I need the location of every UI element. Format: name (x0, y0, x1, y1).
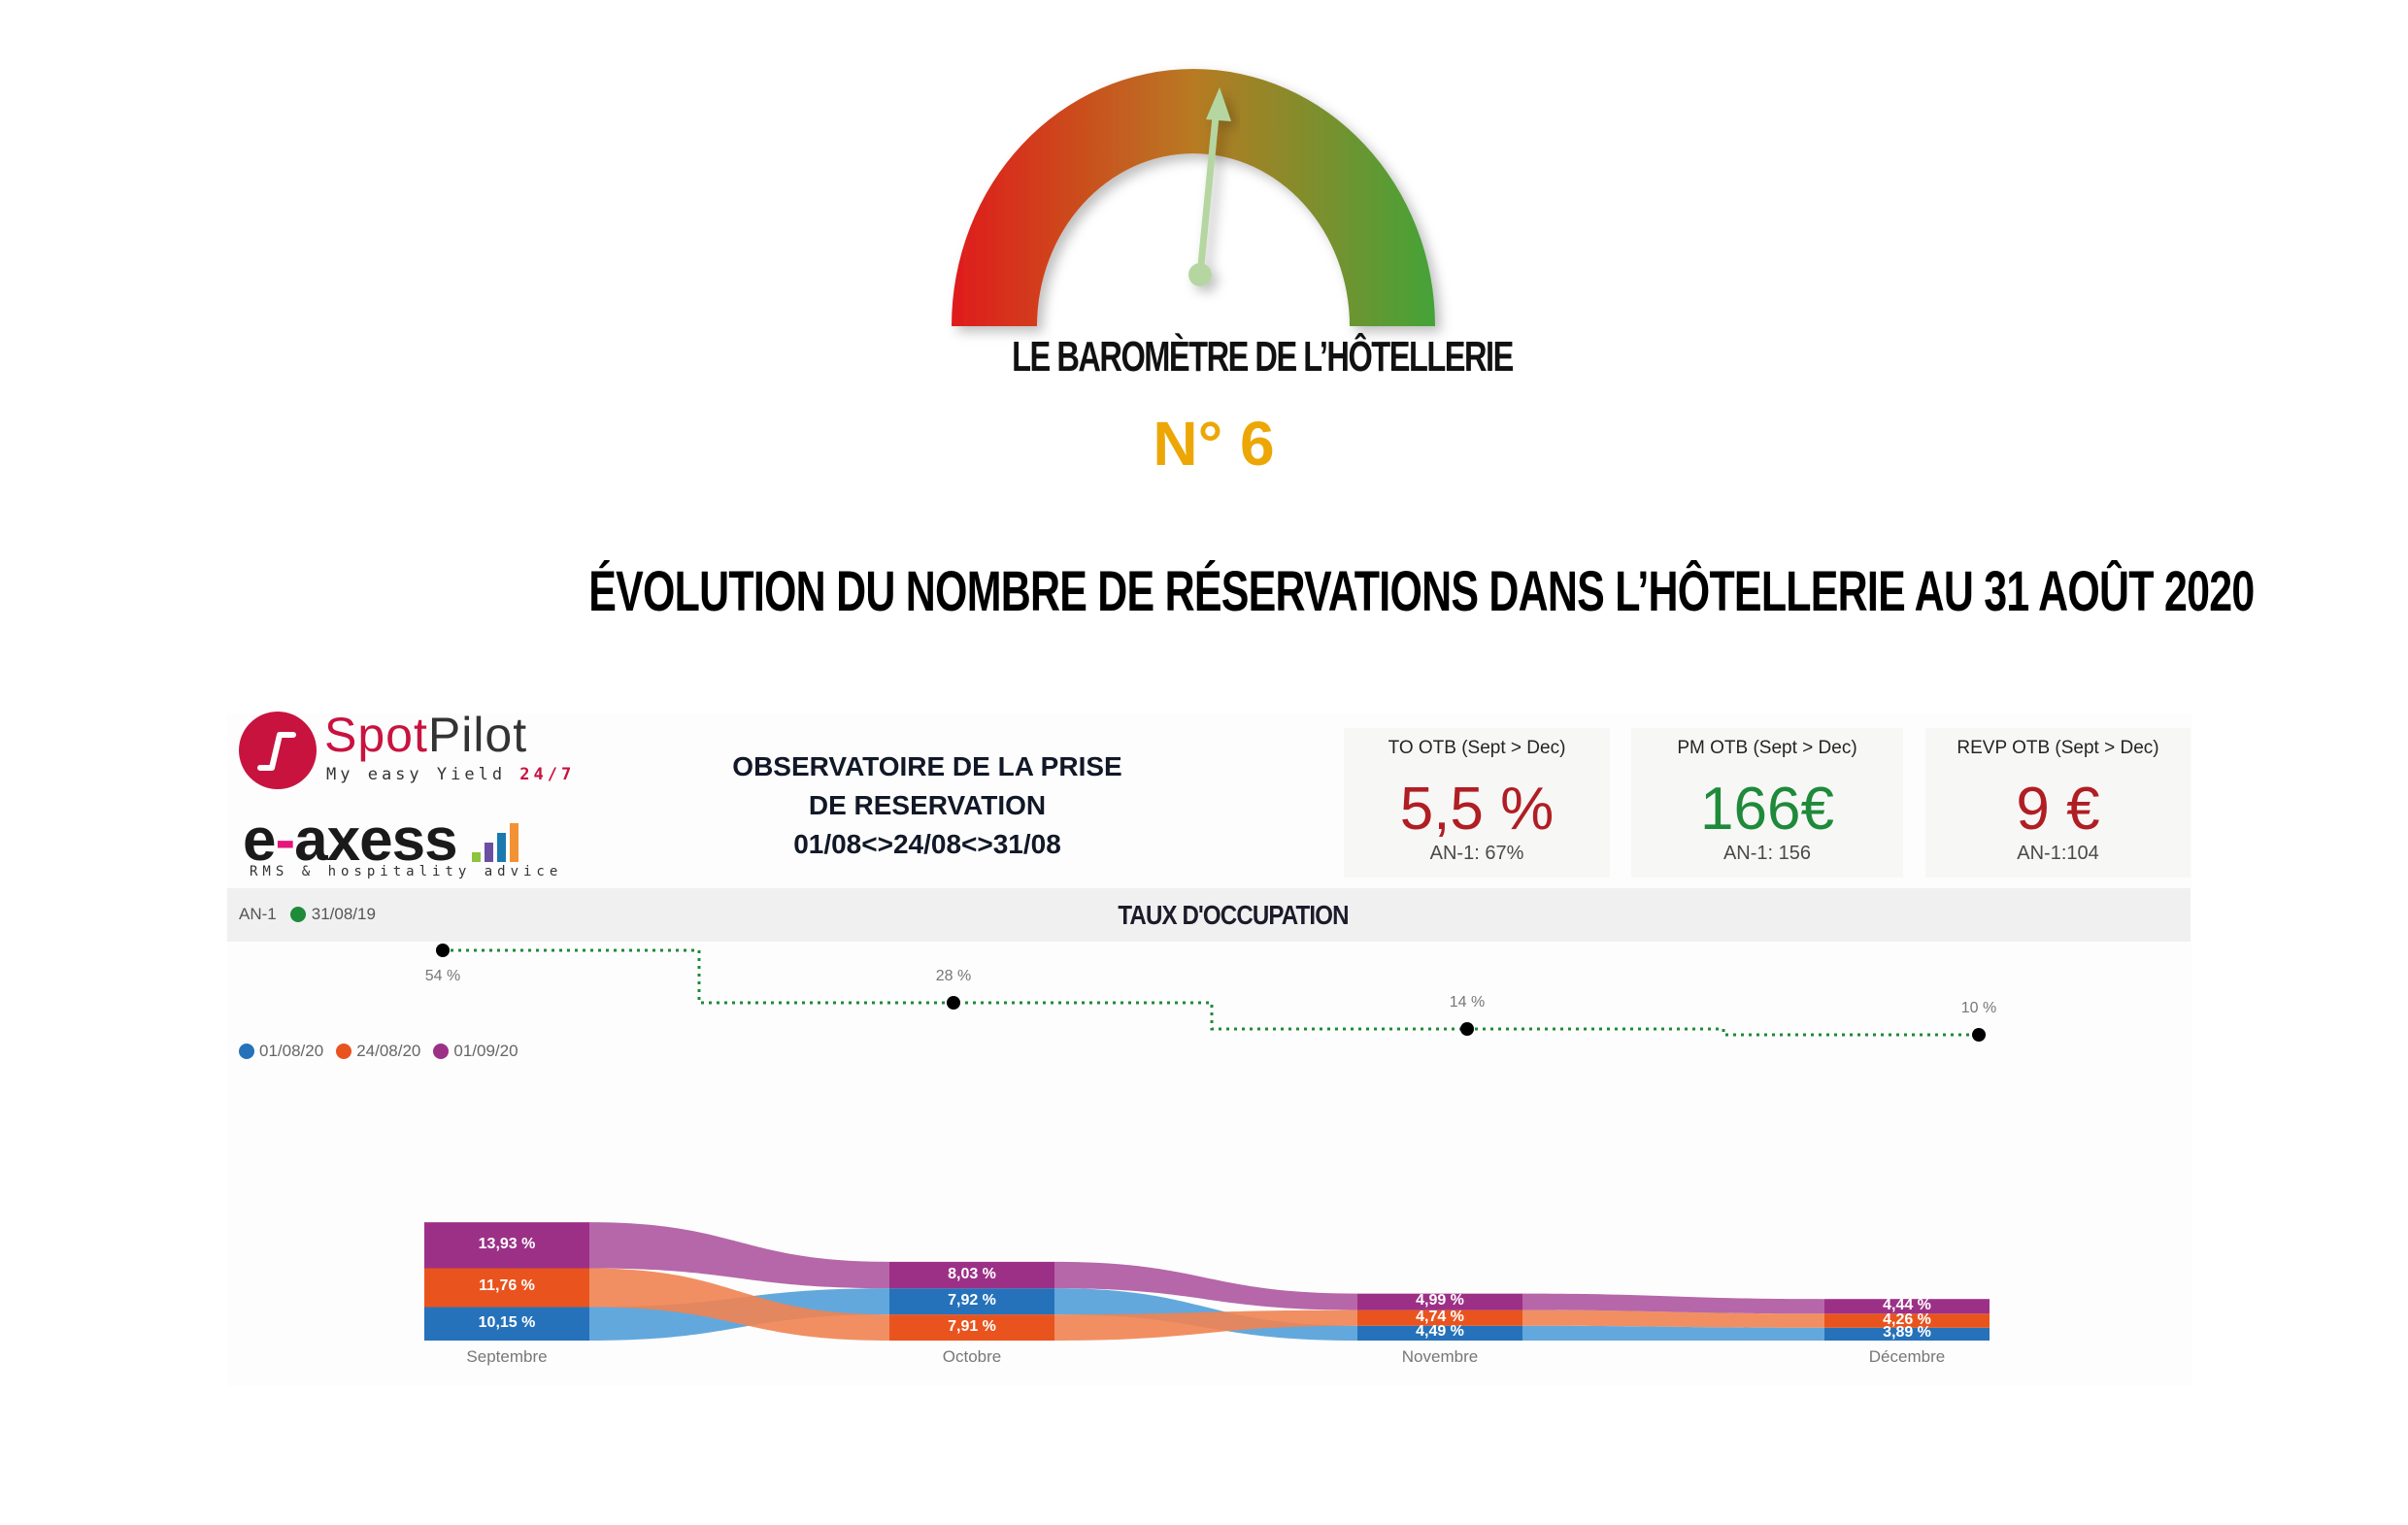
an1-data-point[interactable] (947, 996, 960, 1010)
observatory-title: OBSERVATOIRE DE LA PRISE DE RESERVATION … (680, 747, 1175, 864)
sankey-node[interactable] (424, 1268, 589, 1308)
sankey-node[interactable] (1824, 1327, 1990, 1341)
kpi-card-revp: REVP OTB (Sept > Dec) 9 € AN-1:104 (1925, 728, 2191, 878)
eaxess-name-b: axess (294, 807, 457, 874)
eaxess-bars-icon (472, 823, 520, 862)
gauge-arc (952, 69, 1435, 326)
x-axis-label: Septembre (466, 1347, 548, 1366)
chart-title: TAUX D'OCCUPATION (1118, 900, 1349, 930)
kpi-value: 5,5 % (1399, 776, 1555, 843)
eaxess-tagline: RMS & hospitality advice (250, 864, 563, 879)
node-value-label: 4,26 % (1883, 1310, 1931, 1328)
node-value-label: 3,89 % (1883, 1324, 1931, 1342)
x-axis-label: Décembre (1868, 1347, 1946, 1366)
an1-point-label: 10 % (1960, 1000, 1997, 1016)
sankey-node[interactable] (1357, 1310, 1522, 1326)
an1-point-label: 14 % (1449, 994, 1486, 1011)
an1-data-point[interactable] (436, 944, 450, 957)
eaxess-name-a: e (243, 807, 276, 874)
flow-ribbon (1522, 1325, 1824, 1341)
kpi-value: 9 € (2016, 776, 2100, 843)
legend-label[interactable]: 24/08/20 (356, 1042, 421, 1060)
legend-dot-icon (239, 1044, 254, 1059)
flow-ribbon (1522, 1310, 1824, 1328)
flow-ribbon (1054, 1261, 1357, 1310)
sankey-node[interactable] (889, 1314, 1054, 1341)
node-value-label: 4,49 % (1416, 1323, 1464, 1341)
legend-label[interactable]: 01/09/20 (453, 1042, 518, 1060)
observatory-dates: 01/08<>24/08<>31/08 (793, 829, 1061, 859)
legend-dot-icon (336, 1044, 352, 1059)
series-legend: 01/08/20 24/08/20 01/09/20 (239, 1042, 526, 1061)
node-value-label: 4,44 % (1883, 1296, 1931, 1313)
gauge-needle (1188, 87, 1231, 286)
eaxess-logo-text: e-axess (243, 806, 458, 875)
sankey-node[interactable] (889, 1261, 1054, 1289)
flow-ribbon (1522, 1293, 1824, 1314)
flow-ribbon (589, 1222, 889, 1289)
barometer-gauge (952, 69, 1435, 326)
node-value-label: 4,99 % (1416, 1292, 1464, 1310)
kpi-title: PM OTB (Sept > Dec) (1677, 738, 1857, 758)
kpi-title: REVP OTB (Sept > Dec) (1956, 738, 2159, 758)
sankey-node[interactable] (889, 1288, 1054, 1315)
kpi-previous-year: AN-1:104 (2017, 843, 2099, 864)
legend-dot-icon (289, 907, 306, 922)
an1-step-line (443, 948, 1979, 1037)
spotpilot-tagline-highlight: 24/7 (519, 765, 576, 784)
node-value-label: 4,74 % (1416, 1308, 1464, 1325)
spotpilot-name-b: Pilot (427, 708, 528, 762)
spotpilot-tagline-text: My easy Yield (326, 765, 520, 784)
sankey-node[interactable] (424, 1222, 589, 1269)
an1-data-point[interactable] (1972, 1028, 1986, 1042)
legend-dot-icon (433, 1044, 450, 1059)
kpi-value: 166€ (1700, 776, 1834, 843)
issue-number: N° 6 (1153, 409, 1275, 479)
x-axis-label: Octobre (942, 1347, 1002, 1366)
an1-series-label: 31/08/19 (311, 905, 376, 923)
node-value-label: 8,03 % (948, 1265, 996, 1282)
node-value-label: 10,15 % (478, 1313, 536, 1331)
observatory-line-2: DE RESERVATION (808, 790, 1047, 820)
sankey-node[interactable] (1357, 1293, 1522, 1310)
spotpilot-logo-icon (239, 712, 317, 789)
kpi-title: TO OTB (Sept > Dec) (1388, 738, 1566, 758)
an1-data-point[interactable] (1460, 1022, 1474, 1036)
legend-label[interactable]: 01/08/20 (259, 1042, 324, 1060)
kpi-card-to: TO OTB (Sept > Dec) 5,5 % AN-1: 67% (1344, 728, 1610, 878)
an1-point-label: 54 % (424, 968, 461, 984)
sankey-node[interactable] (1824, 1313, 1990, 1328)
spotpilot-tagline: My easy Yield 24/7 (326, 765, 575, 784)
an1-point-label: 28 % (935, 968, 972, 984)
sankey-node[interactable] (1357, 1325, 1522, 1341)
chart-header-bar (227, 888, 2191, 942)
node-value-label: 13,93 % (478, 1235, 536, 1252)
node-value-label: 7,92 % (948, 1291, 996, 1309)
flow-ribbon (589, 1268, 889, 1341)
spotpilot-logo-text: SpotPilot (324, 707, 527, 763)
kpi-previous-year: AN-1: 67% (1429, 843, 1524, 864)
sankey-node[interactable] (424, 1307, 589, 1341)
an1-label: AN-1 (239, 905, 277, 923)
node-value-label: 7,91 % (948, 1317, 996, 1335)
observatory-line-1: OBSERVATOIRE DE LA PRISE (732, 751, 1122, 781)
spotpilot-name-a: Spot (324, 708, 428, 762)
kpi-previous-year: AN-1: 156 (1722, 843, 1812, 864)
sankey-node[interactable] (1824, 1299, 1990, 1314)
x-axis-label: Novembre (1401, 1347, 1479, 1366)
eaxess-dash: - (275, 807, 295, 874)
node-value-label: 11,76 % (479, 1277, 535, 1295)
kpi-card-pm: PM OTB (Sept > Dec) 166€ AN-1: 156 (1631, 728, 1903, 878)
an1-legend: AN-1 31/08/19 (239, 905, 376, 924)
flow-ribbon (1054, 1310, 1357, 1341)
